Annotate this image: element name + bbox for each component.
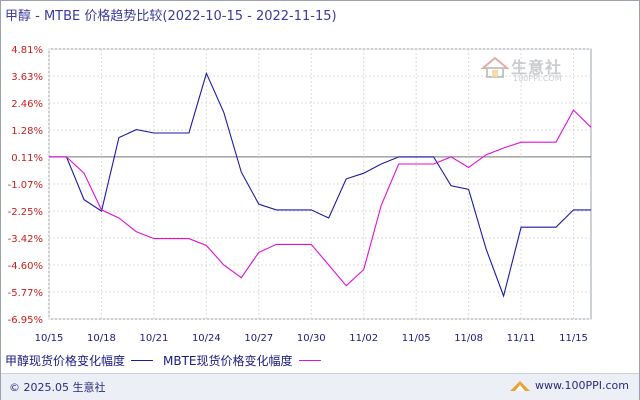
- y-axis-ticks: 4.81% 3.63% 2.46% 1.28% 0.11% -1.07% -2.25% -3.…: [8, 45, 43, 326]
- chart-title: 甲醇 - MTBE 价格趋势比较(2022-10-15 - 2022-11-15…: [5, 9, 337, 24]
- y-tick-label: 2.46%: [11, 99, 43, 110]
- watermark-name: 生意社: [511, 58, 563, 77]
- x-tick-label: 11/11: [507, 333, 536, 344]
- legend-swatch-series2: [298, 360, 321, 361]
- series-lines: [49, 71, 592, 298]
- y-tick-label: -3.42%: [8, 234, 43, 245]
- x-tick-label: 10/27: [244, 333, 273, 344]
- y-tick-label: -1.07%: [8, 180, 43, 191]
- x-tick-label: 11/05: [402, 333, 431, 344]
- watermark-url: 100PPI.COM: [513, 74, 562, 83]
- grid: [48, 48, 592, 320]
- x-tick-label: 10/18: [87, 333, 116, 344]
- copyright-text: © 2025.05 生意社: [9, 381, 106, 394]
- site-logo-icon: [510, 380, 531, 391]
- x-axis-ticks: 10/15 10/18 10/21 10/24 10/27 10/30 11/02 11/05…: [35, 333, 588, 344]
- legend-label-series1: 甲醇现货价格变化幅度: [5, 354, 126, 368]
- legend-swatch-series1: [131, 360, 154, 361]
- x-tick-label: 11/15: [559, 333, 588, 344]
- x-tick-label: 10/21: [139, 333, 168, 344]
- y-tick-label: -5.77%: [8, 288, 43, 299]
- watermark-logo-icon: [480, 56, 510, 78]
- y-tick-label: 0.11%: [11, 153, 43, 164]
- site-url: www.100PPI.com: [535, 379, 629, 392]
- x-tick-label: 11/02: [349, 333, 378, 344]
- legend-label-series2: MBTE现货价格变化幅度: [163, 354, 293, 368]
- y-tick-label: 4.81%: [11, 45, 43, 56]
- x-tick-label: 10/30: [297, 333, 326, 344]
- line-chart: 4.81% 3.63% 2.46% 1.28% 0.11% -1.07% -2.25% -3.…: [8, 45, 592, 344]
- watermark: 生意社 100PPI.COM: [480, 56, 562, 83]
- x-tick-label: 10/15: [35, 333, 64, 344]
- y-tick-label: -2.25%: [8, 207, 43, 218]
- series-line-2: [49, 109, 592, 287]
- y-tick-label: 1.28%: [11, 126, 43, 137]
- site-link[interactable]: www.100PPI.com: [509, 379, 629, 392]
- x-tick-label: 11/08: [454, 333, 483, 344]
- y-tick-label: -6.95%: [8, 315, 43, 326]
- footer-bar: © 2025.05 生意社 www.100PPI.com: [1, 373, 639, 400]
- y-tick-label: -4.60%: [8, 261, 43, 272]
- y-tick-label: 3.63%: [11, 72, 43, 83]
- series-line-1: [49, 71, 591, 298]
- x-tick-label: 10/24: [192, 333, 221, 344]
- legend: 甲醇现货价格变化幅度 MBTE现货价格变化幅度: [5, 352, 331, 369]
